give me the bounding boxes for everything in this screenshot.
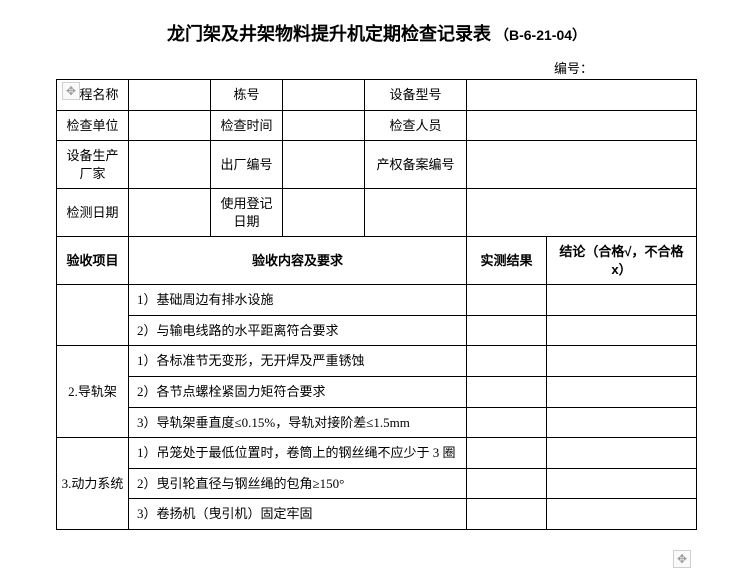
label-cell: 设备生产厂家: [56, 141, 128, 189]
content-cell: 1）各标准节无变形，无开焊及严重锈蚀: [128, 346, 466, 377]
page-title: 龙门架及井架物料提升机定期检查记录表 （B-6-21-04）: [40, 20, 713, 46]
section-name: [56, 285, 128, 346]
title-code: （B-6-21-04）: [495, 27, 586, 43]
conclusion-cell[interactable]: [547, 285, 697, 316]
result-cell[interactable]: [467, 285, 547, 316]
conclusion-cell[interactable]: [547, 377, 697, 408]
section-name: 3.动力系统: [56, 438, 128, 530]
table-header-row: 验收项目 验收内容及要求 实测结果 结论（合格√，不合格 x）: [56, 237, 696, 285]
move-handle-icon[interactable]: ✥: [673, 550, 691, 568]
conclusion-cell[interactable]: [547, 468, 697, 499]
value-cell[interactable]: [282, 189, 364, 237]
content-cell: 2）与输电线路的水平距离符合要求: [128, 315, 466, 346]
result-cell[interactable]: [467, 438, 547, 469]
label-cell: 检查人员: [364, 110, 466, 141]
inspection-table: 工程名称 栋号 设备型号 检查单位 检查时间 检查人员 设备生产厂家 出厂编号 …: [56, 79, 697, 530]
value-cell[interactable]: [128, 110, 210, 141]
label-cell: 检测日期: [56, 189, 128, 237]
result-cell[interactable]: [467, 315, 547, 346]
content-cell: 3）导轨架垂直度≤0.15%，导轨对接阶差≤1.5mm: [128, 407, 466, 438]
table-row: 2）与输电线路的水平距离符合要求: [56, 315, 696, 346]
label-cell: 出厂编号: [210, 141, 282, 189]
conclusion-cell[interactable]: [547, 407, 697, 438]
table-row: 1）基础周边有排水设施: [56, 285, 696, 316]
conclusion-cell[interactable]: [547, 499, 697, 530]
table-row: 3）导轨架垂直度≤0.15%，导轨对接阶差≤1.5mm: [56, 407, 696, 438]
label-cell: 栋号: [210, 80, 282, 111]
table-row: 检查单位 检查时间 检查人员: [56, 110, 696, 141]
table-row: 2）曳引轮直径与钢丝绳的包角≥150°: [56, 468, 696, 499]
content-cell: 2）各节点螺栓紧固力矩符合要求: [128, 377, 466, 408]
table-row: 2.导轨架 1）各标准节无变形，无开焊及严重锈蚀: [56, 346, 696, 377]
header-content: 验收内容及要求: [128, 237, 466, 285]
result-cell[interactable]: [467, 499, 547, 530]
value-cell[interactable]: [467, 189, 697, 237]
value-cell[interactable]: [467, 141, 697, 189]
value-cell[interactable]: [282, 141, 364, 189]
header-item: 验收项目: [56, 237, 128, 285]
value-cell[interactable]: [128, 141, 210, 189]
label-cell: 设备型号: [364, 80, 466, 111]
content-cell: 1）基础周边有排水设施: [128, 285, 466, 316]
title-main: 龙门架及井架物料提升机定期检查记录表: [167, 24, 491, 44]
table-row: 设备生产厂家 出厂编号 产权备案编号: [56, 141, 696, 189]
value-cell[interactable]: [467, 80, 697, 111]
content-cell: 1）吊笼处于最低位置时，卷筒上的钢丝绳不应少于 3 圈: [128, 438, 466, 469]
table-row: 检测日期 使用登记日期: [56, 189, 696, 237]
header-conclusion: 结论（合格√，不合格 x）: [547, 237, 697, 285]
label-cell: [364, 189, 466, 237]
value-cell[interactable]: [467, 110, 697, 141]
conclusion-cell[interactable]: [547, 438, 697, 469]
label-cell: 产权备案编号: [364, 141, 466, 189]
table-row: 工程名称 栋号 设备型号: [56, 80, 696, 111]
value-cell[interactable]: [128, 80, 210, 111]
result-cell[interactable]: [467, 346, 547, 377]
move-handle-icon[interactable]: ✥: [62, 82, 80, 100]
result-cell[interactable]: [467, 407, 547, 438]
conclusion-cell[interactable]: [547, 346, 697, 377]
label-cell: 检查单位: [56, 110, 128, 141]
table-row: 2）各节点螺栓紧固力矩符合要求: [56, 377, 696, 408]
serial-number-label: 编号：: [40, 58, 713, 77]
section-name: 2.导轨架: [56, 346, 128, 438]
table-row: 3.动力系统 1）吊笼处于最低位置时，卷筒上的钢丝绳不应少于 3 圈: [56, 438, 696, 469]
value-cell[interactable]: [128, 189, 210, 237]
header-result: 实测结果: [467, 237, 547, 285]
conclusion-cell[interactable]: [547, 315, 697, 346]
label-cell: 检查时间: [210, 110, 282, 141]
value-cell[interactable]: [282, 110, 364, 141]
value-cell[interactable]: [282, 80, 364, 111]
content-cell: 2）曳引轮直径与钢丝绳的包角≥150°: [128, 468, 466, 499]
content-cell: 3）卷扬机（曳引机）固定牢固: [128, 499, 466, 530]
table-row: 3）卷扬机（曳引机）固定牢固: [56, 499, 696, 530]
label-cell: 使用登记日期: [210, 189, 282, 237]
result-cell[interactable]: [467, 377, 547, 408]
result-cell[interactable]: [467, 468, 547, 499]
